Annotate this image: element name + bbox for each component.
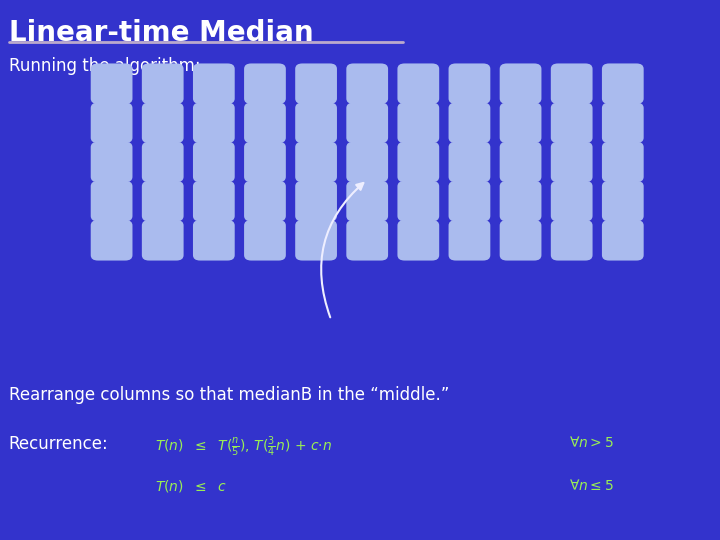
FancyBboxPatch shape: [551, 181, 593, 221]
FancyBboxPatch shape: [295, 64, 337, 104]
FancyBboxPatch shape: [142, 181, 184, 221]
FancyBboxPatch shape: [91, 142, 132, 183]
FancyBboxPatch shape: [397, 181, 439, 221]
FancyBboxPatch shape: [500, 181, 541, 221]
FancyBboxPatch shape: [449, 181, 490, 221]
FancyBboxPatch shape: [602, 181, 644, 221]
FancyBboxPatch shape: [449, 64, 490, 104]
FancyBboxPatch shape: [295, 181, 337, 221]
FancyBboxPatch shape: [397, 103, 439, 143]
FancyBboxPatch shape: [142, 142, 184, 183]
Text: $\forall n \leq 5$: $\forall n \leq 5$: [569, 478, 613, 493]
FancyBboxPatch shape: [244, 64, 286, 104]
FancyBboxPatch shape: [449, 220, 490, 260]
FancyBboxPatch shape: [602, 220, 644, 260]
FancyBboxPatch shape: [142, 103, 184, 143]
FancyBboxPatch shape: [142, 64, 184, 104]
FancyBboxPatch shape: [346, 64, 388, 104]
Text: $T(n)$  $\leq$  $c$: $T(n)$ $\leq$ $c$: [155, 478, 227, 494]
FancyBboxPatch shape: [449, 103, 490, 143]
Text: $T(n)$  $\leq$  $T(\frac{n}{5})$, $T(\frac{3}{4}n)$ + $c{\cdot}n$: $T(n)$ $\leq$ $T(\frac{n}{5})$, $T(\frac…: [155, 435, 332, 459]
FancyBboxPatch shape: [295, 103, 337, 143]
FancyBboxPatch shape: [91, 220, 132, 260]
FancyBboxPatch shape: [193, 64, 235, 104]
FancyBboxPatch shape: [500, 220, 541, 260]
FancyBboxPatch shape: [193, 220, 235, 260]
FancyBboxPatch shape: [602, 103, 644, 143]
FancyBboxPatch shape: [244, 181, 286, 221]
FancyBboxPatch shape: [91, 64, 132, 104]
FancyBboxPatch shape: [346, 181, 388, 221]
Text: Recurrence:: Recurrence:: [9, 435, 109, 453]
FancyBboxPatch shape: [346, 220, 388, 260]
Text: Running the algorithm:: Running the algorithm:: [9, 57, 200, 75]
FancyBboxPatch shape: [91, 103, 132, 143]
FancyBboxPatch shape: [551, 220, 593, 260]
FancyBboxPatch shape: [602, 64, 644, 104]
FancyBboxPatch shape: [551, 64, 593, 104]
FancyBboxPatch shape: [346, 142, 388, 183]
Text: $\forall n > 5$: $\forall n > 5$: [569, 435, 613, 450]
FancyBboxPatch shape: [295, 220, 337, 260]
FancyBboxPatch shape: [244, 220, 286, 260]
FancyBboxPatch shape: [500, 103, 541, 143]
FancyBboxPatch shape: [397, 142, 439, 183]
FancyArrowPatch shape: [321, 183, 364, 318]
FancyBboxPatch shape: [500, 142, 541, 183]
FancyBboxPatch shape: [397, 220, 439, 260]
FancyBboxPatch shape: [142, 220, 184, 260]
FancyBboxPatch shape: [193, 181, 235, 221]
FancyBboxPatch shape: [551, 103, 593, 143]
FancyBboxPatch shape: [346, 103, 388, 143]
FancyBboxPatch shape: [244, 103, 286, 143]
FancyBboxPatch shape: [193, 142, 235, 183]
FancyBboxPatch shape: [295, 142, 337, 183]
FancyBboxPatch shape: [551, 142, 593, 183]
FancyBboxPatch shape: [244, 142, 286, 183]
FancyBboxPatch shape: [193, 103, 235, 143]
FancyBboxPatch shape: [500, 64, 541, 104]
FancyBboxPatch shape: [91, 181, 132, 221]
FancyBboxPatch shape: [397, 64, 439, 104]
Text: Rearrange columns so that medianB in the “middle.”: Rearrange columns so that medianB in the…: [9, 386, 449, 404]
FancyBboxPatch shape: [602, 142, 644, 183]
FancyBboxPatch shape: [449, 142, 490, 183]
Text: Linear-time Median: Linear-time Median: [9, 19, 313, 47]
